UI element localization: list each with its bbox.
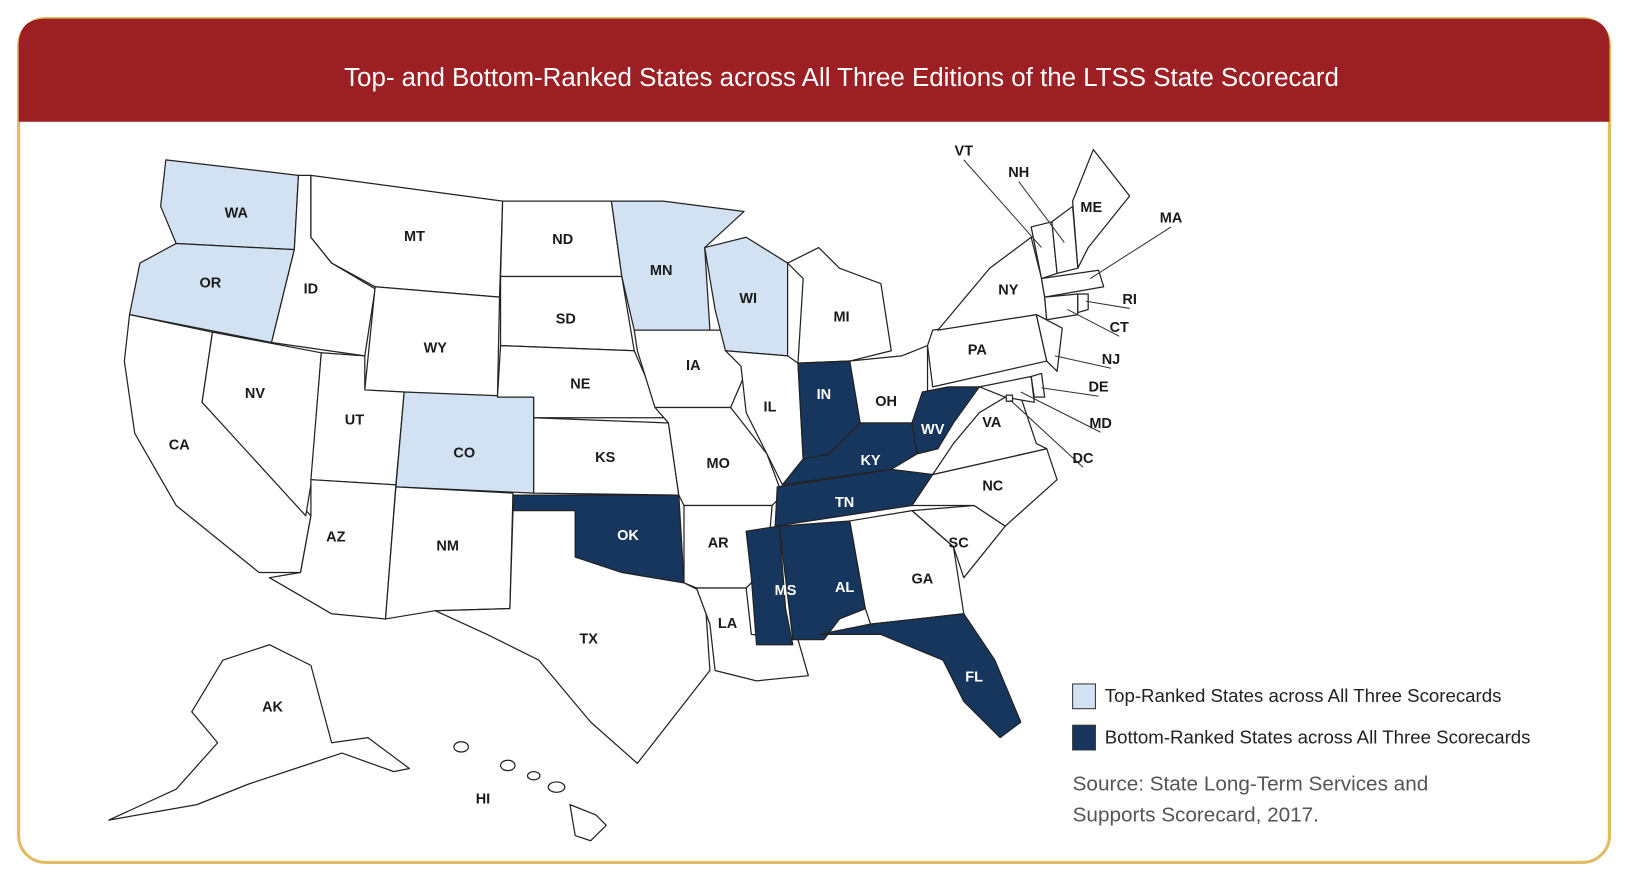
state-shape (569, 804, 607, 842)
state-label: HI (476, 791, 491, 807)
state-label: IL (764, 399, 777, 415)
state-shape (911, 504, 1006, 579)
state-shape (911, 386, 980, 455)
island (453, 741, 470, 753)
state-label: CA (169, 437, 190, 453)
leader-line (1067, 309, 1120, 337)
state-shape (434, 510, 711, 764)
state-shape (978, 375, 1035, 403)
state-shape (610, 200, 745, 331)
state-label: WA (225, 205, 249, 221)
state-label: AK (262, 700, 283, 716)
state-label: IN (817, 387, 832, 403)
state-shape (695, 587, 809, 682)
state-label: ID (304, 282, 319, 298)
state-shape (1005, 394, 1014, 402)
state-label: ME (1080, 200, 1102, 216)
state-label: LA (718, 616, 738, 632)
island (547, 781, 566, 793)
source-note: Supports Scorecard, 2017. (1073, 803, 1319, 826)
leader-line (1020, 391, 1101, 433)
state-label: AL (835, 580, 854, 596)
leader-line (1086, 300, 1130, 309)
state-label: SD (556, 312, 576, 328)
state-label: DE (1088, 380, 1108, 396)
state-label: MN (650, 263, 673, 279)
source-note: Source: State Long-Term Services and (1073, 773, 1429, 796)
state-shape (128, 242, 295, 344)
leader-line (963, 159, 1042, 248)
state-label: RI (1122, 292, 1137, 308)
state-label: NC (982, 479, 1003, 495)
leader-line (1041, 387, 1099, 397)
state-label: MI (833, 310, 849, 326)
leader-line (1018, 181, 1065, 243)
state-label: WY (424, 341, 448, 357)
state-label: MA (1160, 211, 1183, 227)
state-label: GA (911, 572, 933, 588)
state-label: CT (1110, 320, 1129, 336)
legend-swatch (1072, 724, 1096, 751)
header-title: Top- and Bottom-Ranked States across All… (344, 64, 1339, 92)
state-label: PA (968, 343, 988, 359)
state-label: NV (245, 386, 265, 402)
state-label: NE (570, 377, 590, 393)
leader-line (1054, 355, 1112, 369)
state-label: OK (617, 528, 639, 544)
state-label: TX (579, 631, 598, 647)
state-label: NM (436, 539, 459, 555)
state-label: FL (965, 670, 983, 686)
state-shape (1035, 314, 1063, 372)
state-label: MO (707, 456, 730, 472)
state-shape (1044, 293, 1079, 321)
state-layer (108, 148, 1131, 842)
state-label: KS (595, 450, 615, 466)
state-label: VT (955, 143, 974, 159)
header-bar (18, 18, 1610, 122)
state-label: TN (835, 495, 854, 511)
state-label: MT (404, 229, 425, 245)
state-label: MS (775, 583, 797, 599)
state-label: OR (200, 276, 222, 292)
state-label: SC (949, 535, 970, 551)
state-label: AZ (326, 529, 345, 545)
island (526, 771, 541, 781)
island (499, 759, 516, 772)
state-label: AR (708, 535, 729, 551)
legend-swatch (1072, 683, 1096, 710)
state-shape (1040, 269, 1105, 298)
legend-label: Bottom-Ranked States across All Three Sc… (1105, 727, 1531, 748)
state-label: NH (1008, 165, 1029, 181)
legend-label: Top-Ranked States across All Three Score… (1105, 685, 1502, 706)
leader-line (1089, 226, 1172, 279)
state-label: ND (552, 232, 573, 248)
state-shape (787, 246, 892, 364)
state-label: KY (860, 453, 880, 469)
state-shape (108, 644, 410, 821)
state-label: WV (921, 422, 945, 438)
state-shape (1051, 205, 1079, 274)
state-label: IA (686, 358, 701, 374)
state-label: VA (982, 415, 1002, 431)
state-label: NY (998, 283, 1018, 299)
state-label: MD (1089, 416, 1112, 432)
state-shape (1077, 293, 1089, 314)
state-label: DC (1073, 451, 1094, 467)
state-label: NJ (1102, 352, 1121, 368)
state-label: WI (739, 291, 757, 307)
state-label: CO (453, 446, 475, 462)
state-shape (395, 391, 535, 494)
label-layer: WA OR CA NV ID MT WY UT CO AZ NM ND SD NE KS OK TX MN IA MO… (169, 143, 1183, 807)
state-shape (818, 613, 1022, 739)
leader-line (1010, 399, 1084, 468)
state-label: UT (345, 413, 364, 429)
state-shape (201, 331, 322, 517)
state-label: OH (875, 394, 897, 410)
